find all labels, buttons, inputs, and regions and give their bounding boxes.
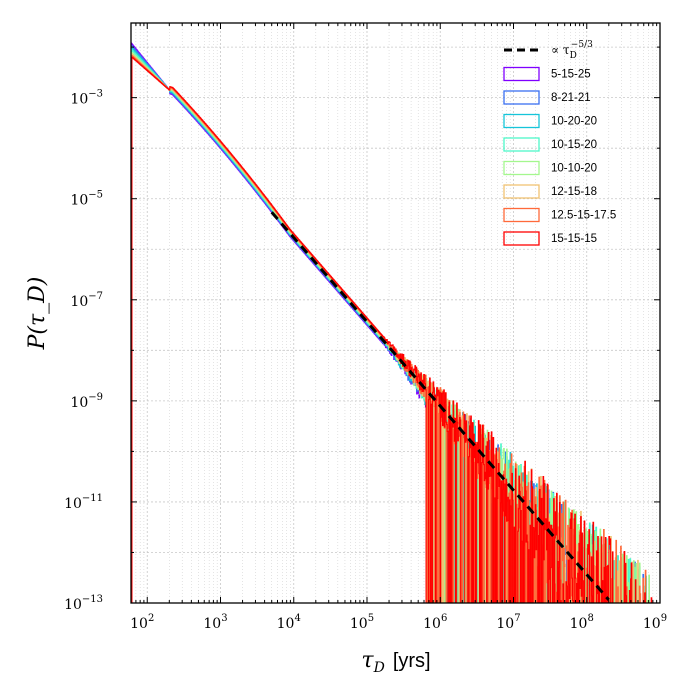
x-tick-label: 109 [643, 613, 667, 632]
y-axis-title: P(τ_D) [25, 277, 50, 351]
legend-label: 5-15-25 [551, 69, 591, 81]
legend-swatch-5-15-25 [503, 66, 540, 82]
x-tick-label: 108 [570, 613, 594, 632]
legend-label: 10-20-20 [551, 116, 597, 128]
x-axis-title: τD [yrs] [361, 648, 430, 676]
reference-layer [270, 211, 610, 601]
legend-swatch-12.5-15-17.5 [503, 207, 540, 223]
x-tick-label: 105 [350, 613, 374, 632]
legend-reference-label: ∝ τD−5/3 [551, 40, 593, 61]
x-axis-unit: [yrs] [393, 650, 431, 672]
x-tick-label: 104 [277, 613, 301, 632]
legend-label: 10-15-20 [551, 139, 597, 151]
x-tick-label: 106 [423, 613, 447, 632]
axis-ticks [130, 23, 661, 604]
x-tick-label: 103 [203, 613, 227, 632]
legend-label: 15-15-15 [551, 233, 597, 245]
x-axis-symbol: τ [361, 648, 374, 673]
legend-label: 12.5-15-17.5 [551, 210, 616, 222]
y-tick-label: 10−9 [70, 392, 103, 411]
series-layer [131, 42, 653, 603]
legend-label: 8-21-21 [551, 92, 591, 104]
y-tick-label: 10−3 [70, 89, 103, 108]
reference-line [270, 211, 610, 601]
legend-swatch-10-15-20 [503, 137, 540, 152]
legend-label: 10-10-20 [551, 163, 597, 175]
legend-label: 12-15-18 [551, 186, 597, 198]
y-tick-label: 10−5 [70, 190, 103, 209]
tick-labels: 102 103 104 105 106 107 108 109 10−3 10−5 10−7 10−9… [64, 89, 667, 632]
legend-swatch-8-21-21 [503, 90, 540, 105]
legend-swatch-15-15-15 [503, 231, 540, 246]
legend-swatch-12-15-18 [503, 184, 540, 199]
x-tick-label: 107 [496, 613, 520, 632]
series-5-15-25 [131, 42, 438, 603]
legend-swatch-10-10-20 [503, 160, 540, 176]
y-tick-label: 10−13 [64, 594, 103, 613]
plot-frame [130, 22, 661, 604]
series-15-15-15 [131, 56, 653, 603]
legend-swatch-10-20-20 [503, 113, 540, 129]
x-tick-label: 102 [130, 613, 154, 632]
y-tick-label: 10−11 [64, 493, 103, 512]
legend: ∝ τD−5/3 5-15-25 8-21-21 10-20-20 10-15-20 10… [503, 40, 616, 246]
x-axis-subscript: D [373, 660, 385, 676]
y-tick-label: 10−7 [70, 291, 103, 310]
